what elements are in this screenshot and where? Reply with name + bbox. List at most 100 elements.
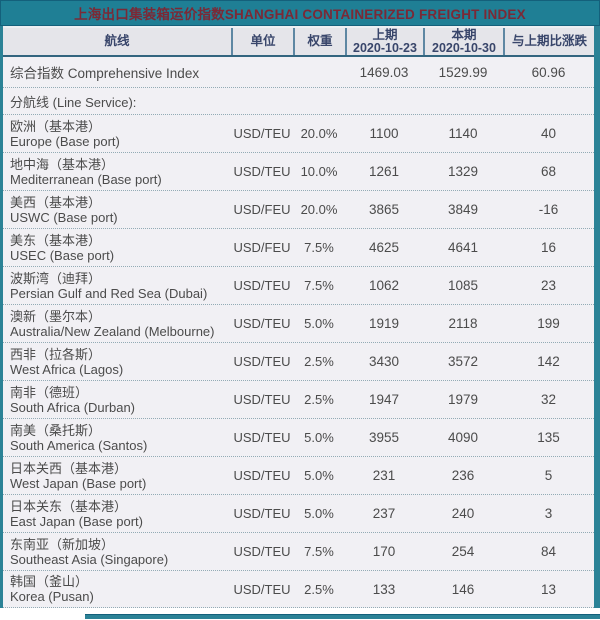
col-header-change: 与上期比涨跌 (503, 28, 594, 55)
route-name-en: South America (Santos) (10, 437, 148, 453)
route-weight: 5.0% (304, 468, 334, 483)
route-name-cell: 日本关西（基本港） West Japan (Base port) (3, 461, 231, 491)
route-unit: USD/TEU (233, 430, 291, 445)
route-name-cn: 西非（拉各斯） (10, 346, 102, 362)
current-period-date: 2020-10-30 (432, 40, 496, 55)
route-weight: 2.5% (304, 392, 334, 407)
route-row: 波斯湾（迪拜） Persian Gulf and Red Sea (Dubai)… (3, 266, 594, 304)
route-previous: 3865 (368, 202, 400, 217)
route-previous: 1100 (369, 126, 399, 141)
freight-index-table: 航线 单位 权重 上期 2020-10-23 本期 2020-10-30 与上期… (0, 26, 600, 608)
route-name-cell: 南美（桑托斯） South America (Santos) (3, 423, 231, 453)
previous-period-date: 2020-10-23 (353, 40, 417, 55)
route-name-cn: 地中海（基本港） (10, 156, 115, 172)
route-previous: 237 (372, 506, 396, 521)
route-name-cell: 日本关东（基本港） East Japan (Base port) (3, 499, 231, 529)
route-current: 3572 (447, 354, 479, 369)
route-name-cn: 日本关东（基本港） (10, 498, 128, 514)
route-weight: 2.5% (304, 354, 334, 369)
route-name-cn: 韩国（釜山） (10, 574, 89, 589)
route-previous: 133 (372, 581, 396, 597)
route-name-en: East Japan (Base port) (10, 513, 143, 529)
previous-period-label: 上期 (372, 27, 398, 42)
table-header-row: 航线 单位 权重 上期 2020-10-23 本期 2020-10-30 与上期… (3, 26, 594, 57)
route-name-cn: 东南亚（新加坡） (10, 536, 115, 552)
route-row: 欧洲（基本港） Europe (Base port) USD/TEU 20.0%… (3, 114, 594, 152)
route-unit: USD/TEU (233, 392, 291, 407)
route-row: 澳新（墨尔本） Australia/New Zealand (Melbourne… (3, 304, 594, 342)
route-weight: 20.0% (300, 126, 338, 141)
comprehensive-previous: 1469.03 (359, 64, 409, 80)
route-name-cn: 波斯湾（迪拜） (10, 270, 102, 286)
route-name-en: West Africa (Lagos) (10, 361, 124, 377)
route-name-cn: 澳新（墨尔本） (10, 308, 102, 324)
col-header-previous: 上期 2020-10-23 (345, 28, 423, 55)
route-weight: 7.5% (304, 278, 334, 293)
route-name-cell: 南非（德班） South Africa (Durban) (3, 385, 231, 415)
comprehensive-current: 1529.99 (438, 64, 488, 80)
route-change: 142 (537, 354, 560, 369)
route-name-en: Korea (Pusan) (10, 589, 94, 604)
route-weight: 7.5% (304, 240, 334, 255)
route-row: 东南亚（新加坡） Southeast Asia (Singapore) USD/… (3, 532, 594, 570)
route-change: 68 (540, 164, 557, 179)
route-name-cn: 南非（德班） (10, 384, 89, 400)
route-name-en: USEC (Base port) (10, 247, 115, 263)
route-name-en: West Japan (Base port) (10, 475, 147, 491)
comprehensive-index-row: 综合指数 Comprehensive Index 1469.03 1529.99… (3, 57, 594, 87)
route-previous: 3430 (368, 354, 400, 369)
route-name-cn: 美东（基本港） (10, 232, 102, 248)
route-name-cell: 西非（拉各斯） West Africa (Lagos) (3, 347, 231, 377)
route-change: -16 (538, 202, 559, 217)
route-previous: 231 (372, 468, 396, 483)
route-name-en: Persian Gulf and Red Sea (Dubai) (10, 285, 208, 301)
route-weight: 5.0% (304, 506, 334, 521)
route-weight: 7.5% (304, 544, 334, 559)
route-change: 199 (537, 316, 560, 331)
comprehensive-index-name: 综合指数 Comprehensive Index (10, 66, 200, 81)
route-unit: USD/TEU (233, 468, 291, 483)
route-weight: 10.0% (300, 164, 338, 179)
route-unit: USD/TEU (233, 506, 291, 521)
route-change: 84 (540, 544, 557, 559)
bottom-divider-bar (85, 614, 600, 619)
route-change: 13 (540, 581, 557, 597)
route-row: 西非（拉各斯） West Africa (Lagos) USD/TEU 2.5%… (3, 342, 594, 380)
route-name-en: Europe (Base port) (10, 133, 120, 149)
route-row: 美东（基本港） USEC (Base port) USD/FEU 7.5% 46… (3, 228, 594, 266)
route-name-cell: 美西（基本港） USWC (Base port) (3, 195, 231, 225)
route-name-cn: 美西（基本港） (10, 194, 102, 210)
route-weight: 5.0% (304, 430, 334, 445)
route-row: 美西（基本港） USWC (Base port) USD/FEU 20.0% 3… (3, 190, 594, 228)
route-change: 40 (540, 126, 557, 141)
route-name-cell: 美东（基本港） USEC (Base port) (3, 233, 231, 263)
route-change: 5 (544, 468, 553, 483)
route-current: 146 (451, 581, 475, 597)
line-service-section-row: 分航线 (Line Service): (3, 87, 594, 114)
route-rows-container: 欧洲（基本港） Europe (Base port) USD/TEU 20.0%… (3, 114, 594, 608)
route-change: 3 (544, 506, 553, 521)
route-change: 32 (540, 392, 557, 407)
col-header-current: 本期 2020-10-30 (423, 28, 503, 55)
col-header-unit: 单位 (231, 28, 293, 55)
route-row: 南非（德班） South Africa (Durban) USD/TEU 2.5… (3, 380, 594, 418)
route-previous: 1947 (368, 392, 400, 407)
route-previous: 3955 (368, 430, 400, 445)
route-row: 南美（桑托斯） South America (Santos) USD/TEU 5… (3, 418, 594, 456)
route-current: 4641 (447, 240, 479, 255)
route-name-cell: 欧洲（基本港） Europe (Base port) (3, 119, 231, 149)
route-name-cell: 波斯湾（迪拜） Persian Gulf and Red Sea (Dubai) (3, 271, 231, 301)
route-name-en: Australia/New Zealand (Melbourne) (10, 323, 215, 339)
comprehensive-change: 60.96 (531, 64, 566, 80)
line-service-label: 分航线 (Line Service): (10, 94, 137, 110)
route-current: 1085 (447, 278, 479, 293)
route-previous: 4625 (368, 240, 400, 255)
route-row: 日本关西（基本港） West Japan (Base port) USD/TEU… (3, 456, 594, 494)
route-row: 韩国（釜山） Korea (Pusan) USD/TEU 2.5% 133 14… (3, 570, 594, 608)
route-unit: USD/TEU (233, 126, 291, 141)
route-name-en: Southeast Asia (Singapore) (10, 551, 169, 567)
route-unit: USD/TEU (233, 581, 291, 597)
route-name-cell: 澳新（墨尔本） Australia/New Zealand (Melbourne… (3, 309, 231, 339)
route-change: 16 (540, 240, 557, 255)
